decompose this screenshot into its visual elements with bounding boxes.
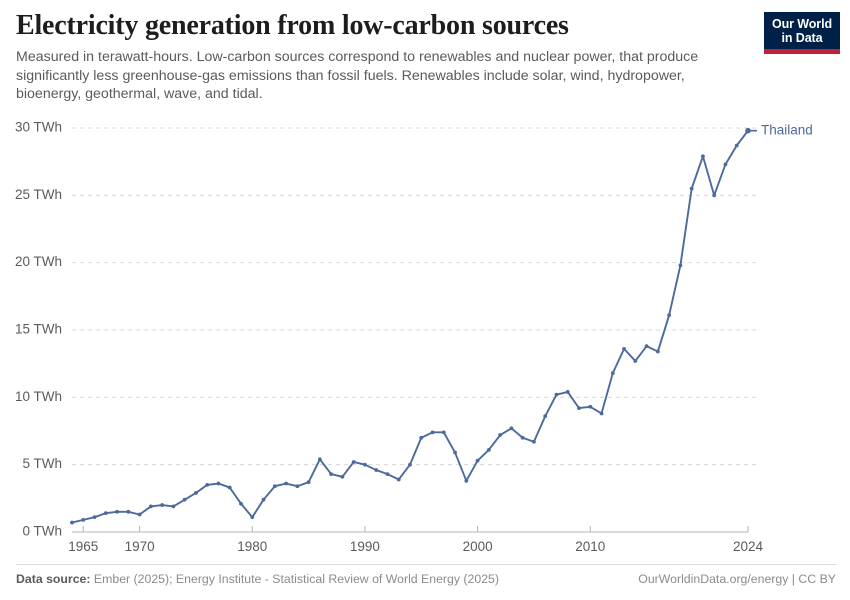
series-data-point[interactable] [509,426,514,431]
series-data-point[interactable] [92,515,97,520]
owid-logo[interactable]: Our World in Data [764,12,840,54]
series-data-point[interactable] [171,504,176,509]
x-axis-labels: 1965 1970 1980 1990 2000 2010 2024 [68,539,763,554]
series-data-point[interactable] [644,344,649,349]
y-axis-tick-label: 20 TWh [15,254,62,269]
chart-footer: Data source: Ember (2025); Energy Instit… [16,564,836,586]
series-data-point[interactable] [329,472,334,476]
y-axis-labels: 0 TWh 5 TWh 10 TWh 15 TWh 20 TWh 25 TWh 30 TWh [15,120,62,539]
series-data-point[interactable] [577,406,581,411]
series-data-point[interactable] [306,480,311,485]
owid-logo-line-1: Our World [772,17,832,31]
series-thailand[interactable] [70,128,750,525]
series-data-point[interactable] [363,462,367,467]
series-data-point[interactable] [160,503,165,507]
y-axis-tick-label: 25 TWh [15,187,62,202]
series-data-point[interactable] [205,482,210,487]
series-data-point[interactable] [272,484,277,489]
series-data-point[interactable] [554,392,559,397]
gridlines [72,127,756,466]
owid-logo-line-2: in Data [781,31,823,45]
series-data-point[interactable] [441,430,446,435]
data-source: Data source: Ember (2025); Energy Instit… [16,572,499,586]
series-data-point[interactable] [588,404,593,409]
series-data-point[interactable] [667,313,672,318]
series-data-point[interactable] [622,346,626,351]
y-axis-tick-label: 15 TWh [15,322,62,337]
series-data-point[interactable] [453,450,457,455]
series-data-point[interactable] [340,474,345,479]
series-data-point[interactable] [408,462,412,467]
y-axis-tick-label: 30 TWh [15,120,62,135]
series-data-point[interactable] [70,520,74,525]
series-data-point[interactable] [712,193,717,198]
x-axis-tick-label: 2010 [575,539,605,554]
series-data-point[interactable] [182,497,187,502]
series-data-point[interactable] [396,477,401,482]
attribution-link[interactable]: OurWorldinData.org/energy | CC BY [638,572,836,586]
data-source-label: Data source: [16,572,91,586]
series-data-point[interactable] [317,457,322,462]
x-axis-tick-label: 2024 [733,539,764,554]
series-data-point[interactable] [520,435,525,440]
series-data-point[interactable] [543,414,548,419]
series-data-point[interactable] [486,447,491,452]
series-data-point[interactable] [295,484,300,489]
series-data-point[interactable] [565,390,570,394]
series-data-point[interactable] [216,481,221,486]
series-data-point[interactable] [148,504,153,509]
chart-subtitle: Measured in terawatt-hours. Low-carbon s… [16,49,699,102]
series-data-point[interactable] [250,515,255,520]
series-data-point[interactable] [655,349,660,354]
x-axis [72,526,749,533]
series-data-point[interactable] [610,371,615,375]
series-data-point[interactable] [498,433,503,437]
chart-plot-area[interactable]: 0 TWh 5 TWh 10 TWh 15 TWh 20 TWh 25 TWh 30 TWh… [0,112,850,562]
series-data-point[interactable] [351,460,356,464]
series-data-point[interactable] [284,481,288,486]
y-axis-tick-label: 0 TWh [22,524,62,539]
chart-header: Electricity generation from low-carbon s… [16,10,756,104]
series-data-point[interactable] [137,512,142,517]
series-data-point[interactable] [126,509,131,514]
series-data-point[interactable] [723,162,728,167]
x-axis-tick-label: 1990 [350,539,380,554]
series-data-point[interactable] [633,359,638,363]
y-axis-tick-label: 10 TWh [15,389,62,404]
series-data-point[interactable] [678,263,683,268]
series-data-point[interactable] [194,491,198,495]
series-data-point[interactable] [475,458,480,463]
series-data-point[interactable] [734,143,739,148]
x-axis-tick-label: 1980 [237,539,267,554]
series-data-point[interactable] [701,154,705,159]
series-data-point[interactable] [689,186,694,191]
series-name-label[interactable]: Thailand [761,122,813,137]
page-title: Electricity generation from low-carbon s… [16,10,569,41]
x-axis-tick-label: 2000 [463,539,493,554]
series-data-point[interactable] [430,430,435,435]
series-data-point[interactable] [385,472,390,476]
y-axis-tick-label: 5 TWh [22,456,62,471]
series-data-point[interactable] [374,468,379,472]
series-data-point[interactable] [227,485,232,490]
line-chart-svg: 0 TWh 5 TWh 10 TWh 15 TWh 20 TWh 25 TWh 30 TWh… [15,120,813,554]
series-data-point[interactable] [599,411,604,416]
x-axis-tick-label: 1970 [125,539,155,554]
series-data-point[interactable] [81,517,86,522]
series-data-point[interactable] [464,478,469,483]
series-data-point[interactable] [115,509,119,514]
series-data-point[interactable] [532,439,536,444]
series-end-label[interactable]: Thailand [745,122,813,137]
data-source-text: Ember (2025); Energy Institute - Statist… [93,572,499,586]
series-data-point[interactable] [261,497,266,502]
series-data-point[interactable] [103,511,108,516]
series-data-point[interactable] [239,501,243,506]
series-data-point[interactable] [419,435,424,440]
x-axis-tick-label: 1965 [68,539,98,554]
